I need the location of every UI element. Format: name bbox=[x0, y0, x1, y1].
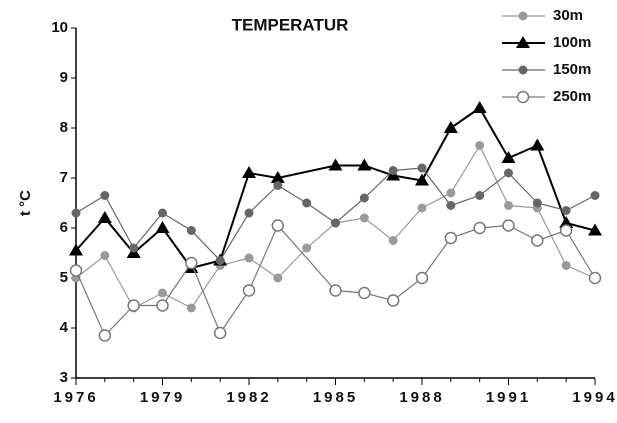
data-point bbox=[273, 181, 283, 190]
data-point bbox=[71, 208, 81, 218]
data-point bbox=[69, 243, 83, 256]
data-point bbox=[158, 208, 167, 218]
data-point bbox=[186, 226, 196, 235]
data-point bbox=[127, 299, 140, 312]
data-point bbox=[588, 271, 602, 285]
data-point bbox=[590, 191, 600, 200]
data-point bbox=[475, 191, 485, 200]
y-tick-label: 5 bbox=[60, 269, 68, 286]
data-point bbox=[473, 221, 486, 235]
legend-label: 150m bbox=[553, 61, 591, 78]
data-point bbox=[561, 206, 571, 215]
data-point bbox=[242, 166, 256, 178]
y-tick-label: 6 bbox=[60, 219, 68, 236]
data-point bbox=[443, 121, 458, 133]
data-point bbox=[504, 168, 513, 178]
legend-marker bbox=[516, 90, 530, 104]
data-point bbox=[97, 211, 112, 223]
data-point bbox=[129, 243, 139, 253]
data-point bbox=[504, 201, 513, 210]
x-tick-label: 1982 bbox=[226, 389, 271, 406]
y-tick-label: 4 bbox=[60, 319, 69, 336]
data-point bbox=[444, 231, 458, 245]
data-point bbox=[446, 201, 456, 210]
data-point bbox=[359, 213, 369, 223]
data-point bbox=[561, 261, 571, 270]
data-point bbox=[502, 219, 515, 232]
data-point bbox=[100, 251, 110, 260]
data-point bbox=[532, 198, 542, 208]
data-point bbox=[329, 284, 342, 297]
data-point bbox=[531, 234, 544, 247]
y-tick-label: 10 bbox=[51, 19, 68, 36]
data-point bbox=[559, 216, 574, 228]
y-tick-label: 3 bbox=[60, 369, 68, 386]
series-line bbox=[75, 167, 596, 262]
data-point bbox=[588, 223, 602, 236]
data-point bbox=[472, 101, 487, 113]
data-point bbox=[156, 299, 169, 312]
data-point bbox=[98, 329, 112, 342]
data-point bbox=[100, 191, 110, 200]
data-point bbox=[559, 224, 573, 237]
y-axis-label: t °C bbox=[17, 190, 34, 216]
data-point bbox=[386, 294, 400, 307]
data-point bbox=[242, 284, 256, 297]
x-tick-label: 1991 bbox=[486, 389, 531, 406]
data-point bbox=[501, 151, 516, 163]
data-point bbox=[530, 138, 545, 151]
y-tick-label: 9 bbox=[60, 69, 68, 86]
x-tick-label: 1976 bbox=[53, 389, 98, 406]
series-line bbox=[75, 106, 596, 270]
data-point bbox=[388, 236, 398, 245]
data-point bbox=[273, 273, 283, 283]
legend-label: 100m bbox=[553, 34, 591, 51]
data-point bbox=[270, 171, 285, 183]
legend-label: 30m bbox=[553, 7, 583, 24]
legend-marker bbox=[518, 11, 528, 21]
y-tick-label: 8 bbox=[60, 119, 68, 136]
data-point bbox=[215, 256, 225, 265]
data-point bbox=[155, 221, 170, 233]
data-point bbox=[213, 326, 227, 340]
x-tick-label: 1988 bbox=[399, 389, 444, 406]
legend-marker bbox=[518, 65, 528, 75]
data-point bbox=[302, 198, 312, 208]
data-point bbox=[186, 303, 196, 313]
data-point bbox=[417, 163, 427, 173]
y-tick-label: 7 bbox=[60, 169, 68, 186]
data-point bbox=[69, 264, 83, 277]
series-line bbox=[75, 224, 596, 337]
data-point bbox=[415, 173, 429, 186]
data-point bbox=[359, 193, 369, 203]
data-point bbox=[331, 218, 340, 228]
x-tick-label: 1985 bbox=[313, 389, 358, 406]
legend-marker bbox=[516, 36, 530, 48]
data-point bbox=[388, 166, 398, 175]
data-point bbox=[415, 271, 429, 285]
data-point bbox=[302, 243, 312, 253]
data-point bbox=[185, 256, 198, 270]
data-point bbox=[244, 253, 254, 263]
data-point bbox=[244, 208, 254, 218]
data-point bbox=[358, 286, 371, 300]
data-point bbox=[357, 158, 372, 171]
data-point bbox=[475, 141, 485, 150]
x-tick-label: 1979 bbox=[140, 389, 185, 406]
data-point bbox=[446, 188, 456, 198]
legend-label: 250m bbox=[553, 88, 591, 105]
data-point bbox=[328, 158, 343, 171]
chart-title: TEMPERATUR bbox=[232, 15, 349, 34]
data-point bbox=[158, 288, 167, 298]
x-tick-label: 1994 bbox=[572, 389, 617, 406]
data-point bbox=[417, 203, 427, 213]
data-point bbox=[271, 219, 285, 232]
